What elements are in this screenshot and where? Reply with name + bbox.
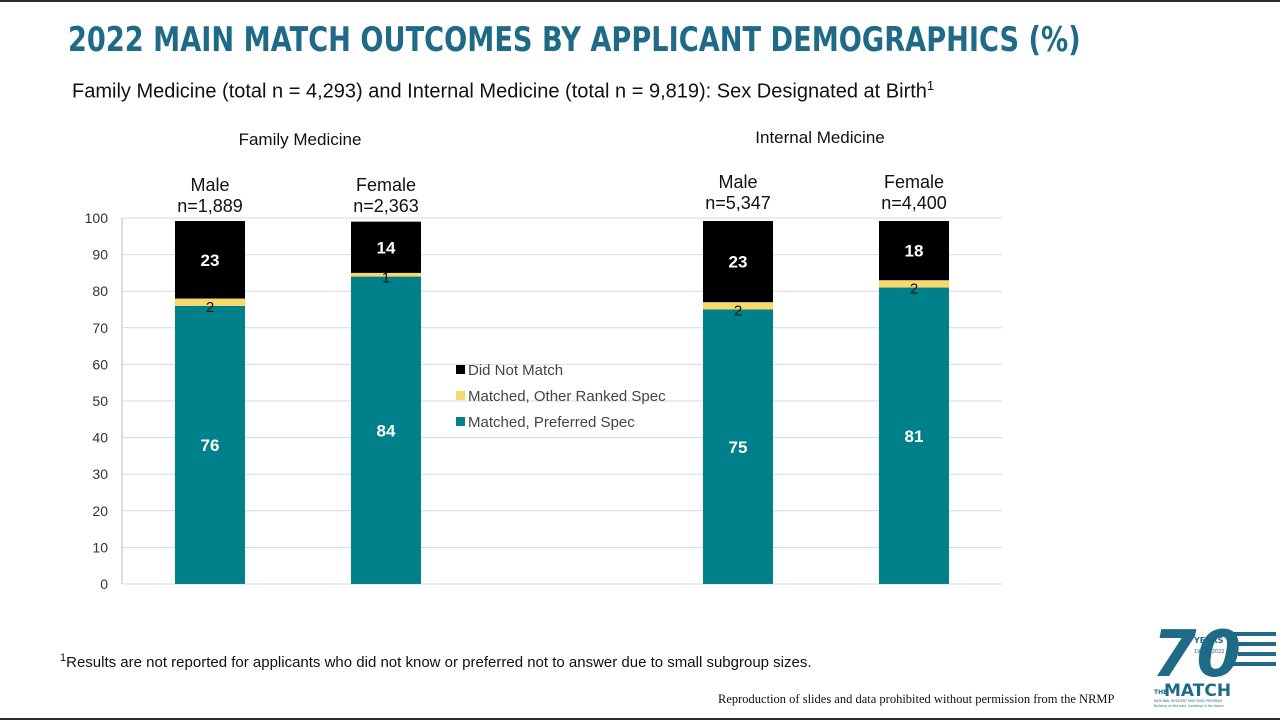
category-label: Male <box>718 172 757 192</box>
y-tick-label: 90 <box>92 247 108 263</box>
footnote-text: Results are not reported for applicants … <box>66 654 812 671</box>
logo-stripe <box>1230 662 1276 666</box>
category-n-label: n=1,889 <box>177 196 243 216</box>
bar-segment <box>175 221 245 299</box>
y-tick-label: 60 <box>92 356 108 372</box>
logo-tagline: Building on the past, investing in the f… <box>1154 704 1224 708</box>
category-n-label: n=4,400 <box>881 193 947 213</box>
data-label: 1 <box>382 270 390 287</box>
logo-number: 70 <box>1152 618 1241 692</box>
data-label: 76 <box>201 436 220 455</box>
bar-segment <box>703 309 773 584</box>
y-tick-label: 40 <box>92 430 108 446</box>
data-label: 75 <box>729 438 748 457</box>
data-label: 2 <box>910 281 918 298</box>
slide-title: 2022 MAIN MATCH OUTCOMES BY APPLICANT DE… <box>68 20 1081 60</box>
y-tick-label: 0 <box>100 576 108 592</box>
category-n-label: n=5,347 <box>705 193 771 213</box>
bar-segment <box>175 305 245 584</box>
y-tick-label: 30 <box>92 466 108 482</box>
group-label: Family Medicine <box>239 130 362 149</box>
legend-label: Matched, Preferred Spec <box>468 414 635 431</box>
y-tick-label: 70 <box>92 320 108 336</box>
subtitle-text: Family Medicine (total n = 4,293) and In… <box>72 80 927 103</box>
data-label: 18 <box>905 242 924 261</box>
bar-segment <box>175 298 245 306</box>
legend-label: Did Not Match <box>468 362 563 379</box>
footnote-marker: 1 <box>60 652 67 664</box>
group-label: Internal Medicine <box>755 128 884 147</box>
data-label: 81 <box>905 427 924 446</box>
y-tick-label: 20 <box>92 503 108 519</box>
bar-segment <box>351 221 421 273</box>
logo-years-label: YEARS <box>1193 636 1224 645</box>
y-tick-label: 100 <box>85 210 109 226</box>
bar-segment <box>879 280 949 288</box>
logo-years-range: 1952 - 2022 <box>1194 649 1224 655</box>
bar-segment <box>879 287 949 584</box>
bar-segment <box>351 272 421 277</box>
category-n-label: n=2,363 <box>353 196 419 216</box>
reproduction-notice: Reproduction of slides and data prohibit… <box>718 692 1115 706</box>
slide-subtitle: Family Medicine (total n = 4,293) and In… <box>72 78 934 104</box>
logo-brand-subtitle: NATIONAL RESIDENT MATCHING PROGRAM <box>1154 699 1222 703</box>
legend-swatch <box>456 417 465 426</box>
bar-segment <box>703 221 773 303</box>
y-tick-label: 80 <box>92 283 108 299</box>
data-label: 14 <box>377 238 396 257</box>
bar-segment <box>351 276 421 584</box>
legend-label: Matched, Other Ranked Spec <box>468 388 666 405</box>
data-label: 2 <box>734 303 742 320</box>
y-tick-label: 50 <box>92 393 108 409</box>
bar-segment <box>879 221 949 281</box>
logo-stripe <box>1238 642 1276 646</box>
logo-brand-prefix: THE <box>1154 689 1167 696</box>
category-label: Female <box>884 172 944 192</box>
subtitle-footnote-marker: 1 <box>926 78 935 93</box>
category-label: Male <box>190 175 229 195</box>
legend-swatch <box>456 365 465 374</box>
category-label: Female <box>356 175 416 195</box>
logo-stripe <box>1230 632 1276 636</box>
logo-stripe <box>1238 652 1276 656</box>
data-label: 84 <box>377 421 396 440</box>
legend-swatch <box>456 391 465 400</box>
footnote: 1Results are not reported for applicants… <box>60 652 812 671</box>
logo-brand: MATCH <box>1164 681 1231 701</box>
y-tick-label: 10 <box>92 539 108 555</box>
bar-segment <box>703 302 773 310</box>
data-label: 2 <box>206 299 214 316</box>
nrmp-70-years-logo: 70 YEARS 1952 - 2022 THE MATCH NATIONAL … <box>1152 618 1276 708</box>
data-label: 23 <box>729 253 748 272</box>
data-label: 23 <box>201 251 220 270</box>
